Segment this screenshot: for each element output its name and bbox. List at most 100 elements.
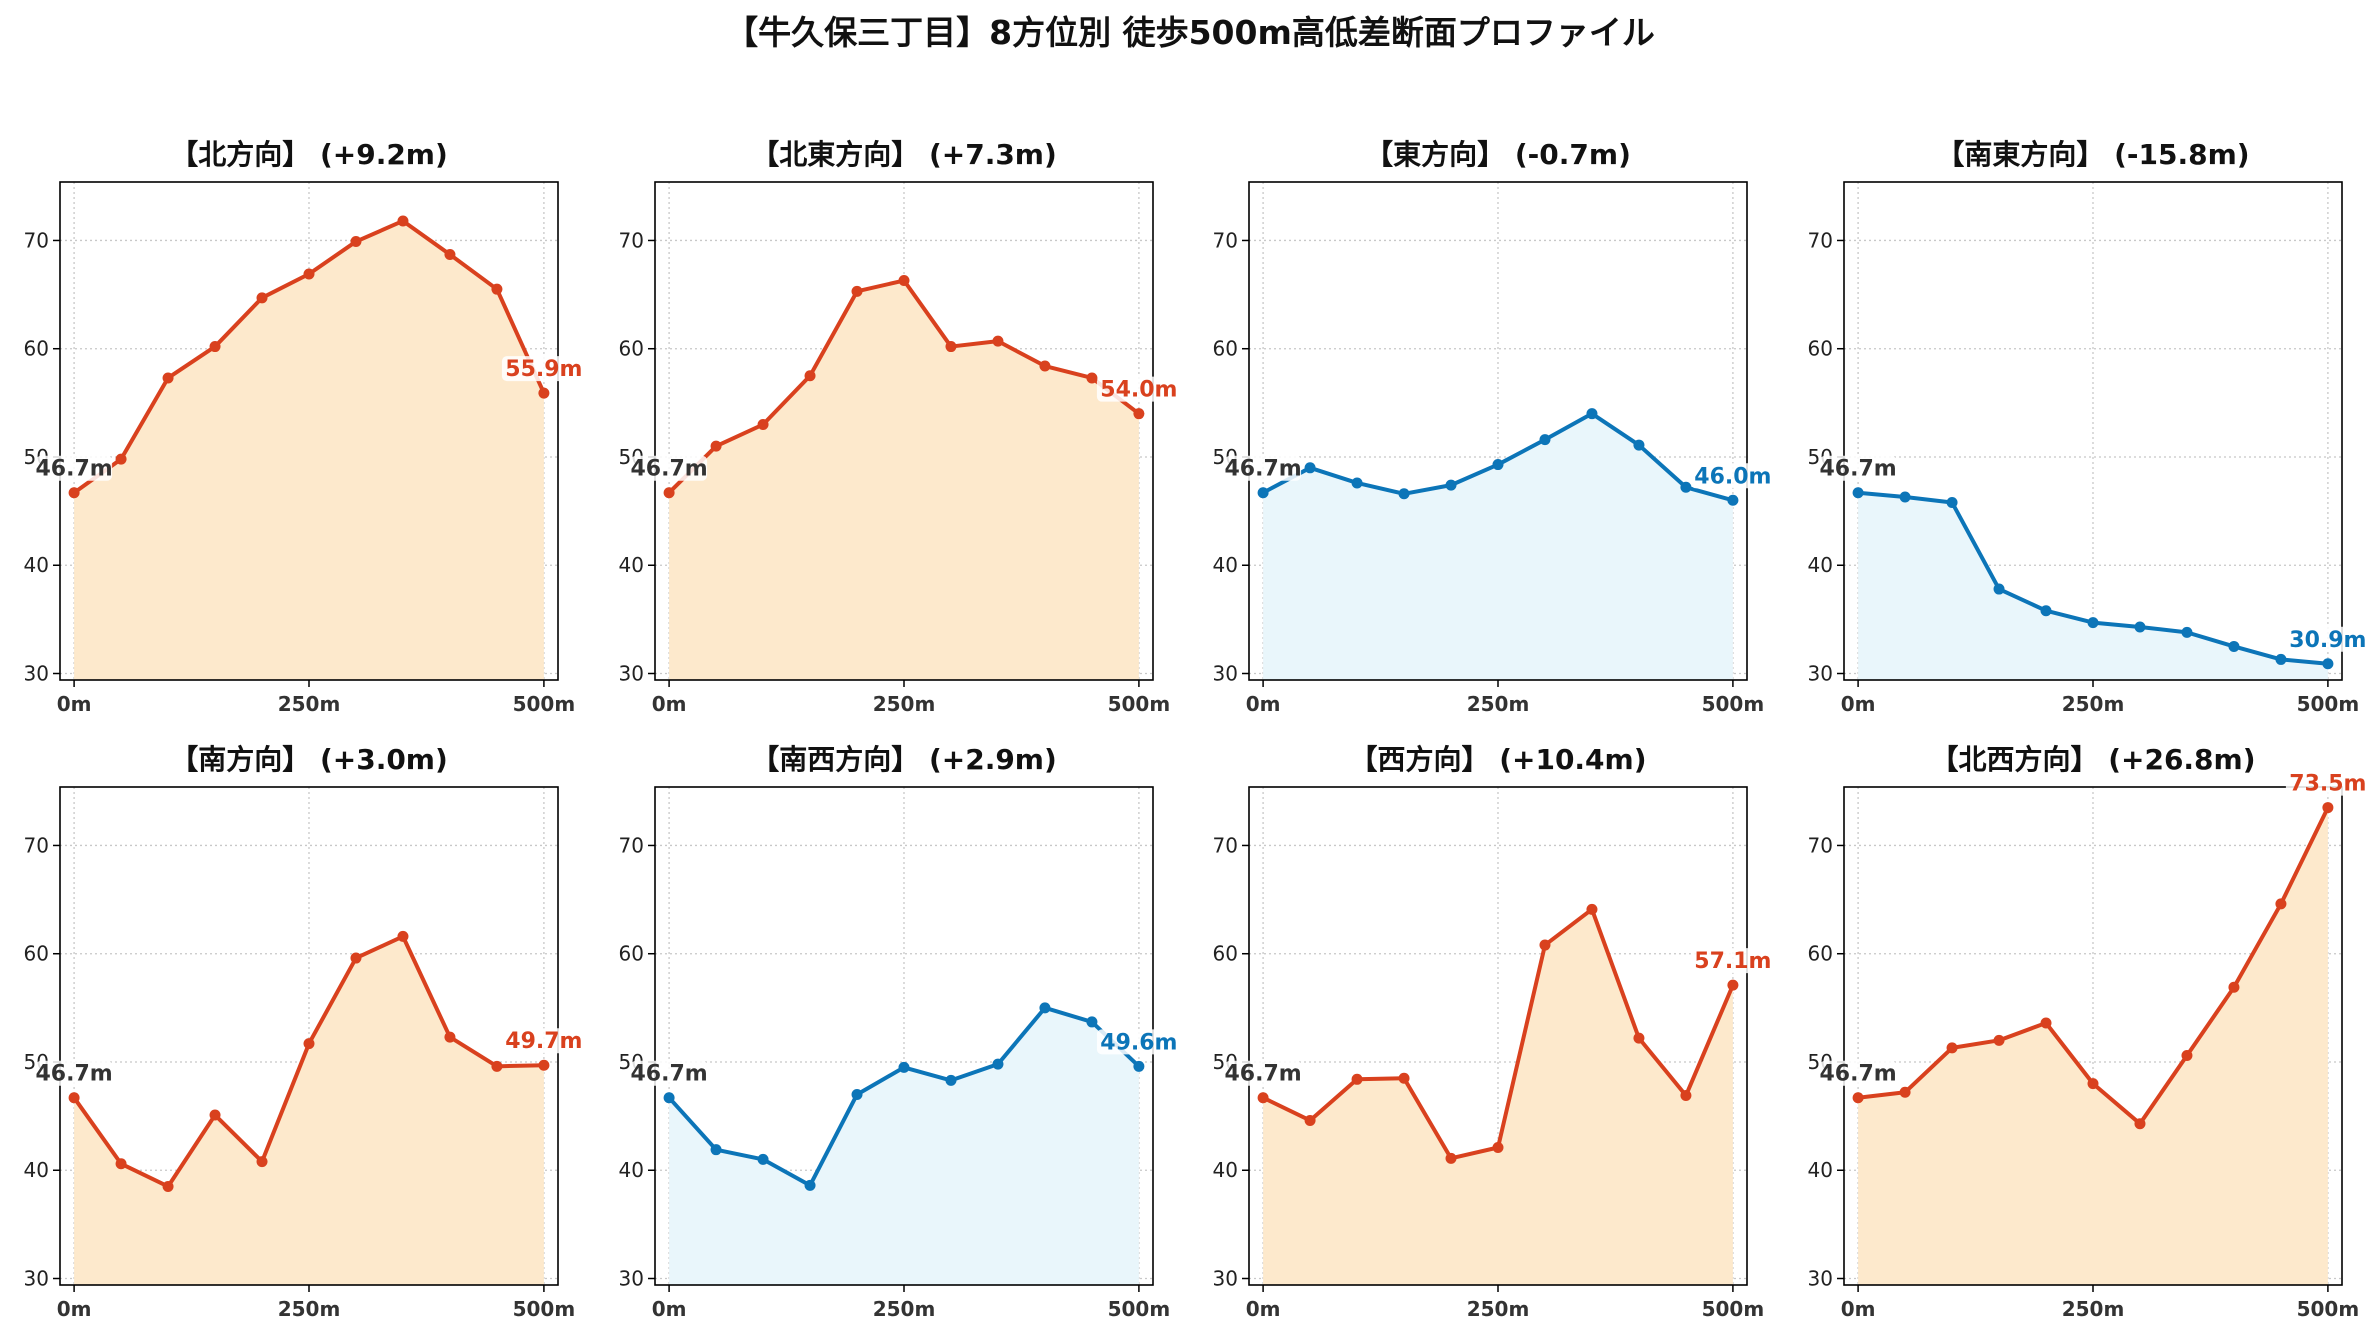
data-point xyxy=(1039,1002,1051,1014)
end-label-bg xyxy=(501,1028,586,1054)
x-tick-label: 500m xyxy=(513,1297,576,1321)
start-elevation-label: 46.7m xyxy=(1819,457,1896,482)
data-point xyxy=(1993,1034,2005,1046)
data-point xyxy=(68,487,80,499)
data-point xyxy=(68,1092,80,1104)
data-point xyxy=(2181,1049,2193,1061)
start-label-bg xyxy=(1820,1060,1897,1086)
y-tick-label: 70 xyxy=(1808,833,1833,857)
start-label-bg xyxy=(36,455,113,481)
data-point xyxy=(2228,640,2240,652)
y-tick-label: 30 xyxy=(1213,662,1238,686)
y-tick-label: 70 xyxy=(24,228,49,252)
x-tick-label: 0m xyxy=(57,692,92,716)
y-tick-label: 60 xyxy=(24,337,49,361)
data-point xyxy=(1133,1060,1145,1072)
y-tick-label: 30 xyxy=(1213,1267,1238,1291)
y-tick-label: 70 xyxy=(1213,228,1238,252)
data-point xyxy=(2228,981,2240,993)
start-label-bg xyxy=(1225,455,1302,481)
start-elevation-label: 46.7m xyxy=(35,457,112,482)
data-point xyxy=(303,268,315,280)
panel-title: 【南西方向】 (+2.9m) xyxy=(751,743,1057,776)
y-tick-label: 40 xyxy=(619,553,644,577)
x-tick-label: 0m xyxy=(1841,1297,1876,1321)
data-point xyxy=(851,285,863,297)
data-point xyxy=(2040,1017,2052,1029)
data-point xyxy=(1586,408,1598,420)
panel-title: 【北東方向】 (+7.3m) xyxy=(751,138,1057,171)
data-point xyxy=(1351,477,1363,489)
y-tick-label: 60 xyxy=(1213,942,1238,966)
panel-title: 【北西方向】 (+26.8m) xyxy=(1930,743,2255,776)
start-label-bg xyxy=(631,1060,708,1086)
start-elevation-label: 46.7m xyxy=(1224,457,1301,482)
data-point xyxy=(1727,979,1739,991)
data-point xyxy=(1633,1032,1645,1044)
data-point xyxy=(2322,802,2334,814)
data-point xyxy=(491,283,503,295)
data-point xyxy=(663,487,675,499)
data-point xyxy=(303,1038,315,1050)
data-point xyxy=(538,1059,550,1071)
x-tick-label: 500m xyxy=(513,692,576,716)
x-tick-label: 0m xyxy=(652,692,687,716)
data-point xyxy=(209,341,221,353)
y-tick-label: 60 xyxy=(24,942,49,966)
y-tick-label: 40 xyxy=(1213,1158,1238,1182)
data-point xyxy=(1946,1042,1958,1054)
data-point xyxy=(1039,360,1051,372)
end-label-bg xyxy=(2285,770,2370,796)
y-tick-label: 60 xyxy=(619,942,644,966)
data-point xyxy=(1993,583,2005,595)
data-point xyxy=(992,335,1004,347)
end-elevation-label: 55.9m xyxy=(505,357,582,382)
data-point xyxy=(1257,487,1269,499)
y-tick-label: 60 xyxy=(1808,942,1833,966)
data-point xyxy=(663,1092,675,1104)
y-tick-label: 70 xyxy=(1808,228,1833,252)
data-point xyxy=(256,292,268,304)
end-label-bg xyxy=(1690,463,1775,489)
data-point xyxy=(1539,939,1551,951)
start-elevation-label: 46.7m xyxy=(630,457,707,482)
data-point xyxy=(2134,1118,2146,1130)
area-fill xyxy=(1263,413,1733,680)
data-point xyxy=(350,236,362,248)
data-point xyxy=(1633,439,1645,451)
x-tick-label: 500m xyxy=(1108,1297,1171,1321)
data-point xyxy=(350,952,362,964)
x-tick-label: 250m xyxy=(873,692,936,716)
data-point xyxy=(444,1031,456,1043)
data-point xyxy=(2275,653,2287,665)
y-tick-label: 40 xyxy=(24,553,49,577)
x-tick-label: 500m xyxy=(2297,692,2360,716)
y-tick-label: 40 xyxy=(24,1158,49,1182)
start-elevation-label: 46.7m xyxy=(1224,1062,1301,1087)
data-point xyxy=(2322,658,2334,670)
data-point xyxy=(804,370,816,382)
data-point xyxy=(1257,1092,1269,1104)
area-fill xyxy=(74,936,544,1285)
x-tick-label: 0m xyxy=(652,1297,687,1321)
data-point xyxy=(851,1088,863,1100)
data-point xyxy=(1586,903,1598,915)
y-tick-label: 60 xyxy=(619,337,644,361)
data-point xyxy=(2275,898,2287,910)
data-point xyxy=(1680,481,1692,493)
y-tick-label: 30 xyxy=(1808,1267,1833,1291)
data-point xyxy=(444,249,456,261)
end-elevation-label: 46.0m xyxy=(1694,464,1771,489)
end-label-bg xyxy=(1096,1029,1181,1055)
end-elevation-label: 73.5m xyxy=(2289,772,2366,797)
panel-title: 【南東方向】 (-15.8m) xyxy=(1936,138,2249,171)
data-point xyxy=(538,387,550,399)
data-point xyxy=(115,1158,127,1170)
start-elevation-label: 46.7m xyxy=(35,1062,112,1087)
x-tick-label: 500m xyxy=(1702,692,1765,716)
data-point xyxy=(2087,1078,2099,1090)
